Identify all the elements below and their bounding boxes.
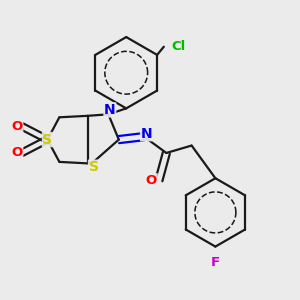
- Text: F: F: [211, 256, 220, 269]
- Text: S: S: [43, 133, 52, 147]
- Text: Cl: Cl: [171, 40, 185, 53]
- Text: O: O: [146, 174, 157, 187]
- Text: N: N: [104, 103, 116, 117]
- Text: S: S: [88, 160, 98, 174]
- Text: N: N: [141, 127, 152, 141]
- Text: O: O: [11, 120, 23, 133]
- Text: O: O: [11, 146, 23, 160]
